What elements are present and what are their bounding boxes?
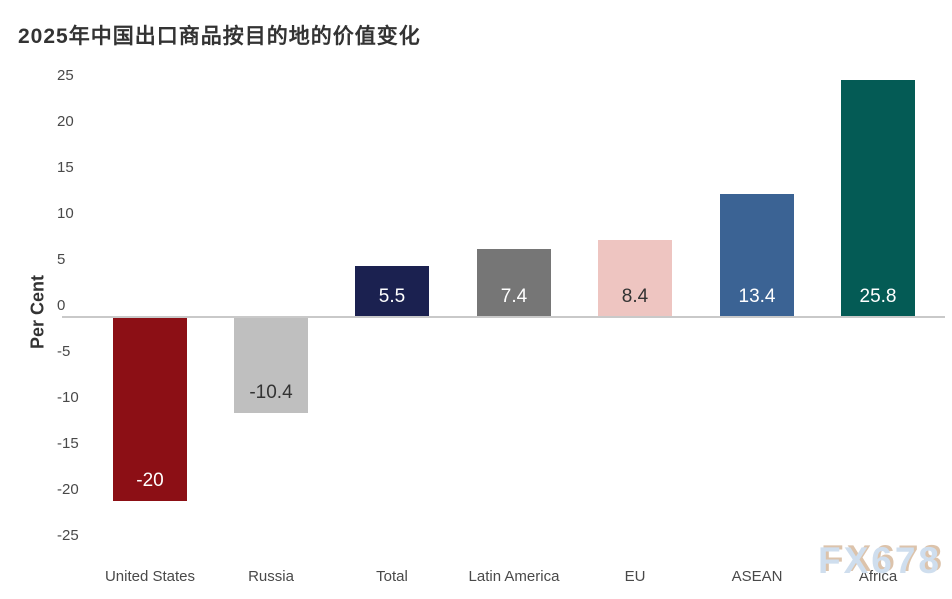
bar-africa: 25.8 bbox=[841, 80, 915, 317]
x-category-label-eu: EU bbox=[624, 568, 646, 585]
bar-value-label: -10.4 bbox=[249, 382, 293, 403]
y-tick-label: 5 bbox=[57, 251, 66, 268]
y-tick-label: 25 bbox=[57, 67, 74, 84]
y-tick-label: -10 bbox=[57, 389, 79, 406]
bar-united-states: -20 bbox=[113, 317, 187, 501]
bar-value-label: -20 bbox=[136, 470, 164, 491]
y-tick-label: 0 bbox=[57, 297, 66, 314]
y-tick-label: -15 bbox=[57, 435, 79, 452]
bar-value-label: 13.4 bbox=[738, 286, 776, 307]
bar-eu: 8.4 bbox=[598, 240, 672, 317]
y-tick-label: 20 bbox=[57, 113, 74, 130]
x-category-label-russia: Russia bbox=[248, 568, 294, 585]
y-axis-label: Per Cent bbox=[27, 274, 48, 350]
bar-russia: -10.4 bbox=[234, 317, 308, 413]
x-category-label-africa: Africa bbox=[858, 568, 898, 585]
x-category-label-asean: ASEAN bbox=[731, 568, 783, 585]
x-category-label-total: Total bbox=[376, 568, 408, 585]
bar-value-label: 8.4 bbox=[621, 286, 649, 307]
x-category-label-united-states: United States bbox=[104, 568, 196, 585]
bar-value-label: 5.5 bbox=[378, 286, 406, 307]
bar-value-label: 7.4 bbox=[500, 286, 528, 307]
y-tick-label: -5 bbox=[57, 343, 71, 360]
x-category-label-latin-america: Latin America bbox=[468, 568, 560, 585]
y-tick-label: -25 bbox=[57, 527, 79, 544]
bar-asean: 13.4 bbox=[720, 194, 794, 317]
y-tick-label: -20 bbox=[57, 481, 79, 498]
bar-total: 5.5 bbox=[355, 266, 429, 317]
zero-baseline bbox=[62, 316, 945, 318]
y-tick-label: 10 bbox=[57, 205, 74, 222]
chart-title: 2025年中国出口商品按目的地的价值变化 bbox=[18, 25, 421, 48]
bar-latin-america: 7.4 bbox=[477, 249, 551, 317]
y-tick-label: 15 bbox=[57, 159, 74, 176]
bar-value-label: 25.8 bbox=[859, 286, 897, 307]
